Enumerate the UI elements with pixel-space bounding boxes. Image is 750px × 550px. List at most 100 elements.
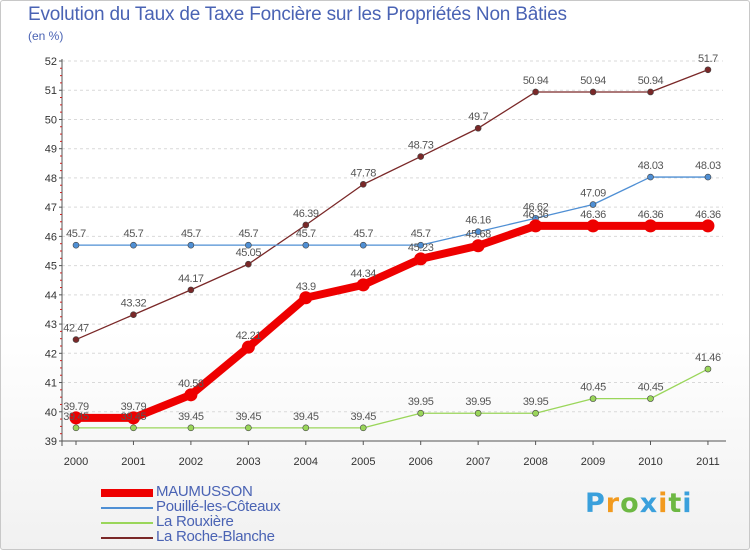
legend-item-la-rouxiere[interactable]: La Rouxière: [101, 513, 361, 530]
data-label-la-roche-blanche: 46.39: [293, 208, 319, 220]
logo-letter: x: [639, 488, 659, 519]
x-tick-label: 2003: [236, 456, 260, 468]
data-point-la-roche-blanche: [72, 336, 80, 343]
chart-title: Evolution du Taux de Taxe Foncière sur l…: [28, 4, 567, 25]
data-label-maumusson: 46.36: [638, 209, 664, 221]
legend-item-la-roche-blanche[interactable]: La Roche-Blanche: [101, 528, 361, 545]
x-tick-label: 2007: [466, 456, 490, 468]
data-label-la-rouxiere: 39.95: [408, 396, 434, 408]
data-label-la-roche-blanche: 44.17: [178, 273, 204, 285]
data-label-maumusson: 43.9: [296, 281, 316, 293]
proxiti-logo: Proxiti: [585, 488, 693, 519]
data-point-la-rouxiere: [187, 424, 195, 432]
y-tick-label: 50: [45, 114, 57, 126]
data-label-maumusson: 46.36: [695, 209, 721, 221]
data-point-la-roche-blanche: [359, 181, 367, 188]
data-point-la-roche-blanche: [704, 66, 712, 74]
data-point-la-roche-blanche: [302, 221, 310, 229]
data-label-la-rouxiere: 39.45: [236, 411, 262, 423]
data-label-la-roche-blanche: 45.05: [236, 247, 262, 259]
y-tick-label: 40: [45, 407, 57, 419]
data-point-la-rouxiere: [704, 365, 712, 373]
data-label-la-roche-blanche: 49.7: [468, 111, 488, 123]
x-tick-label: 2002: [179, 456, 203, 468]
data-point-pouille-les-coteaux: [474, 228, 482, 236]
data-point-pouille-les-coteaux: [417, 241, 425, 249]
data-label-pouille-les-coteaux: 48.03: [695, 160, 721, 172]
data-label-maumusson: 40.58: [178, 378, 204, 390]
data-point-maumusson: [69, 411, 83, 425]
data-label-pouille-les-coteaux: 45.7: [353, 228, 373, 240]
data-point-maumusson: [184, 388, 198, 402]
data-label-la-rouxiere: 39.95: [465, 396, 491, 408]
legend-swatch: [101, 537, 153, 539]
data-point-maumusson: [529, 219, 543, 233]
y-tick-label: 42: [45, 348, 57, 360]
y-tick-label: 47: [45, 202, 57, 214]
line-chart: 39 40 41 42 43 44 45 46 47 48 49 50 51 52 2000 2001 2002…: [45, 53, 726, 468]
x-tick-label: 2001: [121, 456, 145, 468]
data-point-la-rouxiere: [417, 409, 425, 417]
data-point-la-rouxiere: [474, 409, 482, 417]
data-point-la-rouxiere: [302, 424, 310, 432]
data-point-pouille-les-coteaux: [130, 241, 137, 249]
data-label-la-rouxiere: 39.45: [350, 411, 376, 423]
data-label-pouille-les-coteaux: 45.7: [238, 228, 258, 240]
data-label-la-rouxiere: 40.45: [580, 382, 606, 394]
data-label-la-rouxiere: 40.45: [638, 382, 664, 394]
data-label-la-rouxiere: 39.95: [523, 396, 549, 408]
y-tick-label: 51: [45, 85, 57, 97]
logo-letter: t: [668, 488, 683, 519]
legend-label: La Rouxière: [156, 513, 234, 530]
data-point-maumusson: [299, 291, 313, 305]
data-point-pouille-les-coteaux: [187, 241, 195, 249]
data-point-la-roche-blanche: [589, 88, 597, 96]
data-point-la-rouxiere: [245, 424, 252, 432]
x-tick-label: 2004: [294, 456, 318, 468]
data-label-la-roche-blanche: 48.73: [408, 140, 434, 152]
data-label-maumusson: 45.23: [408, 242, 434, 254]
data-label-pouille-les-coteaux: 48.03: [638, 160, 664, 172]
data-label-la-roche-blanche: 47.78: [350, 167, 376, 179]
legend-item-maumusson[interactable]: MAUMUSSON: [101, 483, 361, 500]
data-label-la-roche-blanche: 50.94: [580, 75, 606, 87]
data-label-pouille-les-coteaux: 45.7: [296, 228, 316, 240]
data-point-maumusson: [414, 252, 428, 266]
legend-item-pouille-les-coteaux[interactable]: Pouillé-les-Côteaux: [101, 498, 361, 515]
series-line-maumusson: [72, 221, 712, 422]
data-point-la-roche-blanche: [187, 286, 195, 294]
data-label-pouille-les-coteaux: 46.62: [523, 201, 549, 213]
data-label-maumusson: 44.34: [350, 268, 376, 280]
data-label-maumusson: 39.79: [121, 401, 147, 413]
data-label-maumusson: 46.36: [580, 209, 606, 221]
y-tick-label: 44: [45, 290, 57, 302]
data-label-pouille-les-coteaux: 45.7: [66, 228, 86, 240]
data-label-la-roche-blanche: 42.47: [63, 323, 89, 335]
data-point-maumusson: [241, 340, 255, 354]
data-point-la-roche-blanche: [245, 260, 252, 268]
data-point-maumusson: [644, 219, 657, 233]
x-tick-label: 2005: [351, 456, 375, 468]
data-point-la-rouxiere: [359, 424, 367, 432]
series-line-la-roche-blanche: [75, 69, 709, 341]
x-tick-label: 2000: [64, 456, 88, 468]
data-label-la-rouxiere: 39.45: [121, 411, 147, 423]
data-label-pouille-les-coteaux: 45.7: [124, 228, 144, 240]
data-label-maumusson: 42.21: [236, 330, 262, 342]
data-point-maumusson: [356, 278, 370, 292]
y-tick-label: 46: [45, 231, 57, 243]
data-label-la-roche-blanche: 50.94: [523, 75, 549, 87]
logo-letter: o: [620, 488, 640, 519]
legend: MAUMUSSON Pouillé-les-Côteaux La Rouxièr…: [101, 483, 361, 545]
data-point-pouille-les-coteaux: [704, 173, 712, 181]
legend-swatch: [101, 522, 153, 524]
data-label-la-roche-blanche: 43.32: [121, 298, 147, 310]
data-label-la-roche-blanche: 51.7: [698, 53, 718, 65]
data-label-la-roche-blanche: 50.94: [638, 75, 664, 87]
data-label-maumusson: 46.36: [523, 209, 549, 221]
data-point-la-rouxiere: [647, 395, 654, 402]
data-label-maumusson: 45.68: [465, 229, 491, 241]
data-point-la-roche-blanche: [417, 153, 425, 160]
legend-swatch: [101, 489, 153, 497]
